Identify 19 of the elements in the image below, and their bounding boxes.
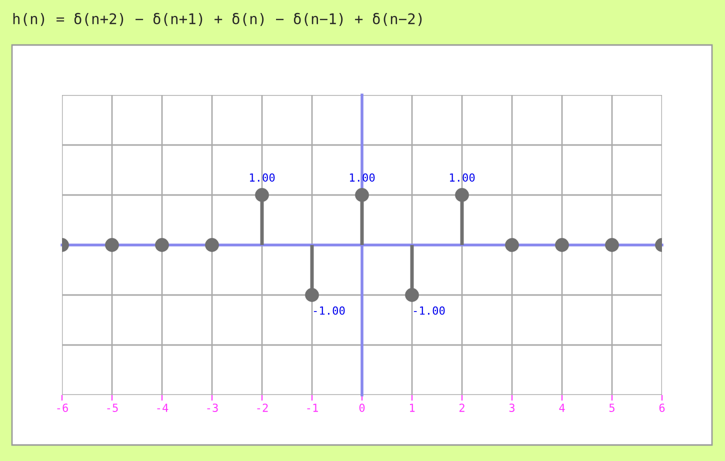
x-tick-label: 2 bbox=[459, 404, 464, 412]
chart-title: h(n) = δ(n+2) − δ(n+1) + δ(n) − δ(n−1) + δ(n−2) bbox=[13, 12, 422, 26]
data-label: 1.00 bbox=[350, 173, 375, 182]
x-tick-label: -4 bbox=[157, 404, 168, 412]
x-tick-label: -2 bbox=[257, 404, 268, 412]
x-tick-label: -5 bbox=[107, 404, 118, 412]
x-tick-label: 6 bbox=[659, 404, 665, 412]
data-label: -1.00 bbox=[414, 306, 445, 315]
x-tick-label: -6 bbox=[57, 404, 68, 412]
x-tick-label: -1 bbox=[307, 404, 318, 412]
x-tick-label: -3 bbox=[207, 404, 218, 412]
x-tick-label: 5 bbox=[609, 404, 614, 412]
data-label: 1.00 bbox=[450, 173, 475, 182]
x-tick-label: 1 bbox=[410, 404, 415, 412]
data-label: -1.00 bbox=[314, 306, 345, 315]
x-tick-label: 4 bbox=[559, 404, 565, 412]
x-tick-label: 0 bbox=[359, 404, 365, 412]
x-tick-label: 3 bbox=[509, 404, 515, 412]
data-label: 1.00 bbox=[250, 173, 275, 182]
